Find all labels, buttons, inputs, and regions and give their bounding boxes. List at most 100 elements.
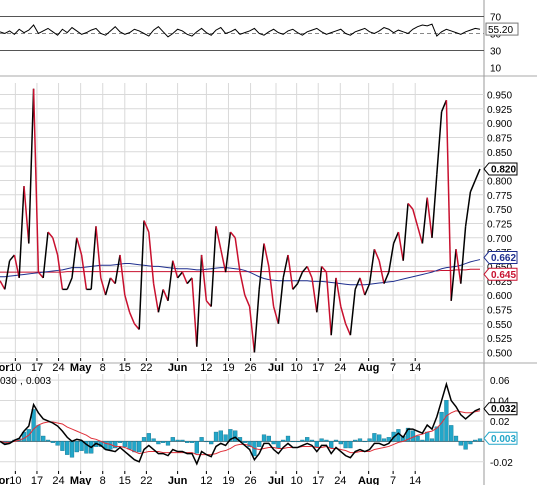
price-segment: [181, 271, 188, 284]
price-segment: [388, 243, 395, 273]
price-segment: [440, 99, 448, 112]
price-segment: [354, 277, 361, 290]
price-value-tag-box: [483, 251, 518, 265]
macd-hist-bar: [257, 441, 262, 447]
price-segment: [330, 277, 337, 336]
price-segment: [469, 180, 476, 193]
price-segment: [373, 248, 380, 261]
price-segment: [421, 197, 428, 244]
price-segment: [368, 249, 376, 284]
price-tick-label: 0.950: [487, 90, 512, 101]
macd-hist-bar: [458, 441, 463, 446]
price-segment: [215, 226, 222, 250]
price-segment: [234, 237, 241, 273]
x-tick-label: 19: [222, 475, 234, 485]
macd-hist-bar: [468, 441, 473, 445]
x-tick-label: 17: [312, 362, 324, 374]
macd-hist-bar: [161, 441, 166, 443]
price-segment: [282, 254, 289, 279]
price-tick-label: 0.900: [487, 119, 512, 130]
price-segment: [42, 231, 49, 278]
macd-hist-bar: [218, 430, 223, 442]
price-segment: [104, 277, 112, 296]
macd-hist-bar: [175, 439, 180, 442]
macd-hist-bar: [353, 439, 358, 442]
macd-legend-hist: 0.003: [26, 376, 51, 387]
rsi-tick-label: 10: [490, 64, 502, 75]
macd-tick-label: 0.02: [490, 417, 510, 428]
x-tick-label: Jun: [168, 362, 188, 374]
price-segment: [186, 277, 193, 285]
price-value-tag: 0.662: [483, 251, 518, 265]
x-tick-label: May: [70, 475, 92, 485]
price-segment: [311, 277, 318, 313]
x-tick-label: Jul: [268, 362, 284, 374]
price-segment: [172, 260, 179, 279]
price-tick-label: 0.600: [487, 291, 512, 302]
price-segment: [133, 323, 140, 330]
price-segment: [277, 277, 284, 324]
price-segment: [177, 271, 183, 279]
price-segment: [167, 260, 174, 301]
price-segment: [114, 254, 121, 284]
macd-hist-bar: [276, 441, 281, 449]
price-tick-label: 0.575: [487, 305, 512, 316]
price-segment: [210, 226, 217, 307]
macd-hist-bar: [113, 441, 118, 449]
price-segment: [268, 266, 275, 307]
macd-hist-bar: [377, 434, 382, 442]
price-segment: [296, 271, 304, 284]
macd-hist-bar: [367, 438, 372, 442]
x-tick-label: 17: [31, 362, 43, 374]
price-segment: [426, 197, 433, 238]
x-tick-label: 22: [140, 475, 152, 485]
price-segment: [436, 111, 443, 175]
x-tick-label: 24: [334, 475, 346, 485]
price-segment: [37, 271, 44, 279]
price-segment: [445, 100, 452, 301]
price-segment: [138, 220, 145, 330]
price-tick-label: 0.775: [487, 191, 512, 202]
price-segment: [205, 300, 212, 308]
macd-hist-bar: [362, 441, 367, 443]
macd-hist-bar: [324, 439, 329, 442]
price-segment: [200, 254, 208, 301]
macd-hist-bar: [305, 437, 310, 442]
macd-hist-bar: [333, 439, 339, 442]
macd-hist-bar: [319, 438, 324, 442]
x-tick-label: 24: [52, 362, 64, 374]
macd-hist-bar: [45, 439, 51, 442]
rsi-value-box: [485, 22, 519, 36]
price-segment: [474, 168, 481, 181]
price-tick-label: 0.875: [487, 133, 512, 144]
price-segment: [244, 294, 251, 307]
price-value-tag-label: 0.820: [491, 164, 516, 175]
macd-hist-bar: [79, 441, 84, 451]
price-segment: [263, 243, 270, 267]
macd-hist-bar: [185, 441, 190, 443]
price-segment: [224, 231, 232, 273]
x-tick-label: Aug: [358, 362, 379, 374]
price-segment: [71, 237, 78, 278]
macd-hist-bar: [338, 441, 343, 445]
price-segment: [4, 260, 11, 290]
macd-hist-bar: [41, 435, 46, 442]
x-tick-label: Jun: [168, 475, 188, 485]
rsi-value-tag: 55.20: [485, 22, 519, 36]
x-tick-label: 15: [119, 475, 131, 485]
rsi-tick-label: 70: [490, 13, 502, 24]
macd-hist-bar: [141, 437, 147, 442]
macd-legend: 030, 0.003: [0, 376, 51, 387]
macd-hist-bar: [396, 429, 401, 442]
price-tick-label: 0.850: [487, 148, 512, 159]
price-segment: [76, 237, 83, 256]
macd-hist-bar: [473, 439, 478, 442]
price-segment: [383, 271, 390, 284]
price-value-tag: 0.645: [483, 267, 518, 281]
price-segment: [340, 306, 347, 324]
macd-hist-bar: [194, 441, 199, 454]
price-panel: 0.9500.9250.9000.8750.8500.8250.8000.775…: [0, 76, 537, 364]
price-segment: [162, 289, 169, 302]
price-segment: [301, 265, 308, 273]
x-tick-label: 12: [200, 362, 212, 374]
